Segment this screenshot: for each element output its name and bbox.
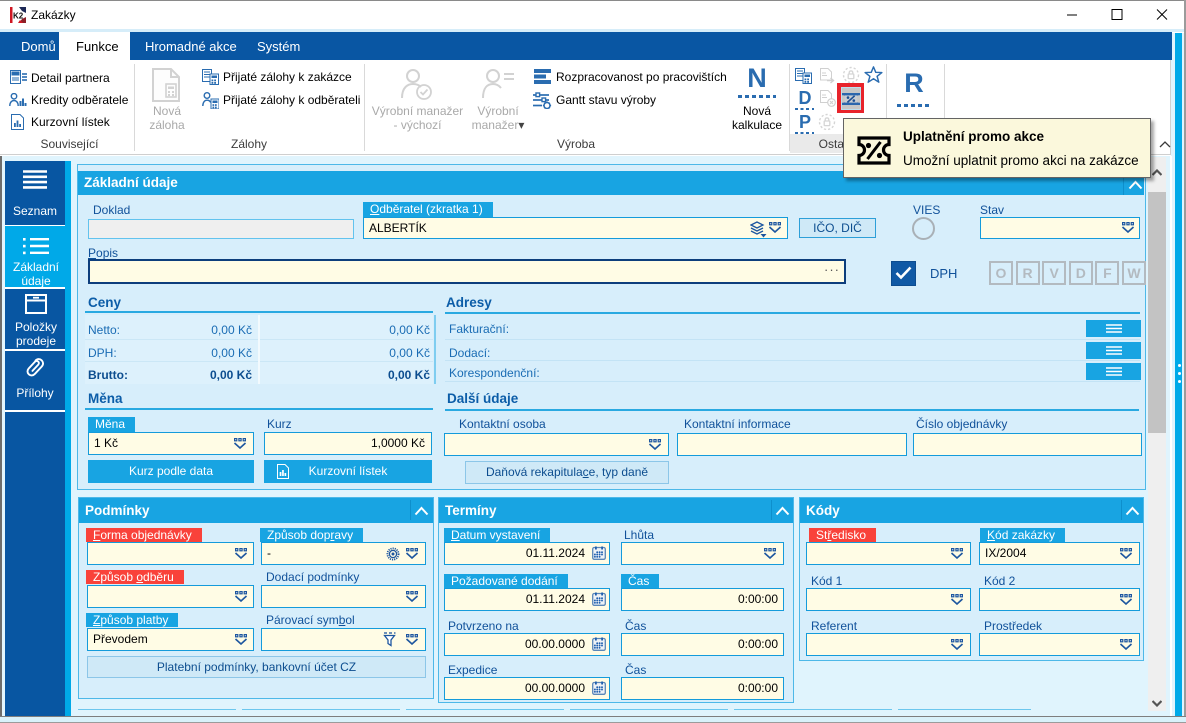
svg-text:K2: K2 [13, 12, 24, 21]
